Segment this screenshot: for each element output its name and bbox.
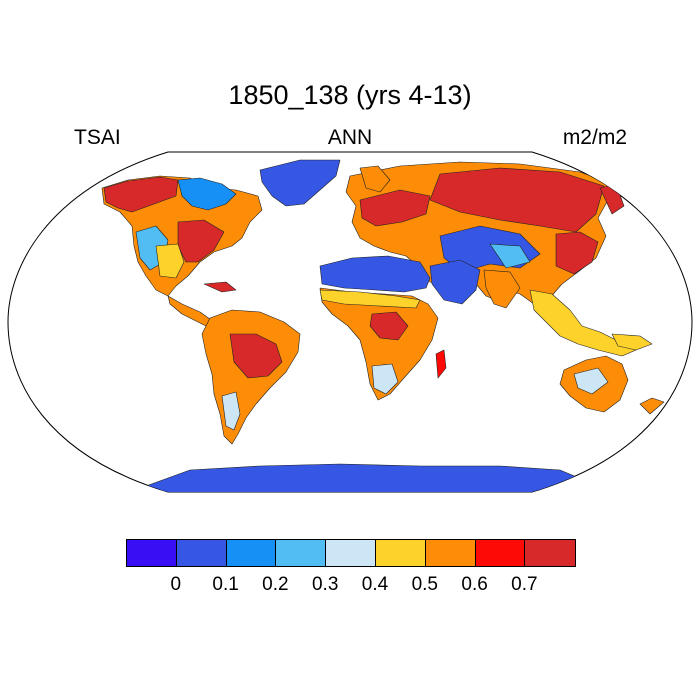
- units-label: m2/m2: [562, 126, 627, 149]
- region-sahara: [319, 255, 431, 293]
- colorbar-box: [475, 540, 526, 566]
- colorbar: [126, 539, 577, 567]
- region-greenland: [259, 159, 341, 207]
- region-southeast-asia: [529, 289, 637, 357]
- colorbar-box: [176, 540, 227, 566]
- region-us-plains: [155, 243, 185, 279]
- region-arabia: [429, 259, 481, 305]
- region-india: [483, 269, 521, 309]
- region-amazon: [229, 333, 283, 379]
- region-madagascar: [435, 349, 447, 379]
- region-tibet: [489, 243, 531, 269]
- colorbar-box: [326, 540, 376, 566]
- colorbar-tick-label: 0.6: [461, 574, 488, 595]
- region-scandinavia: [359, 165, 391, 193]
- colorbar-tick-label: 0: [170, 574, 182, 595]
- region-canadian-shield: [177, 177, 237, 211]
- colorbar-tick-label: 0.2: [262, 574, 289, 595]
- colorbar-labels: 0 0.1 0.2 0.3 0.4 0.5 0.6 0.7: [0, 574, 700, 598]
- region-antarctica: [139, 463, 591, 492]
- colorbar-box: [127, 540, 177, 566]
- region-southern-africa: [371, 363, 399, 395]
- region-cuba: [203, 281, 237, 293]
- colorbar-tick-label: 0.4: [361, 574, 389, 595]
- region-australia-interior: [573, 367, 609, 395]
- colorbar-tick-label: 0.7: [511, 574, 538, 595]
- region-congo: [369, 311, 409, 341]
- period-label: ANN: [327, 126, 373, 149]
- colorbar-tick-label: 0.5: [411, 574, 439, 595]
- colorbar-box: [525, 540, 576, 566]
- region-africa: [319, 287, 439, 401]
- region-new-guinea: [611, 333, 653, 351]
- colorbar-box: [425, 540, 476, 566]
- colorbar-box: [226, 540, 277, 566]
- colorbar-box: [276, 540, 327, 566]
- region-siberia: [429, 167, 605, 233]
- colorbar-tick-label: 0.3: [311, 574, 339, 595]
- region-north-america-north: [103, 176, 179, 213]
- map-title: 1850_138 (yrs 4-13): [228, 80, 472, 110]
- region-patagonia: [221, 391, 241, 431]
- colorbar-box: [375, 540, 426, 566]
- colorbar-tick-label: 0.1: [212, 574, 239, 595]
- region-new-zealand: [639, 397, 665, 415]
- variable-label: TSAI: [74, 126, 121, 149]
- region-europe: [359, 189, 431, 227]
- region-sahel: [319, 289, 421, 309]
- region-east-asia: [555, 231, 599, 275]
